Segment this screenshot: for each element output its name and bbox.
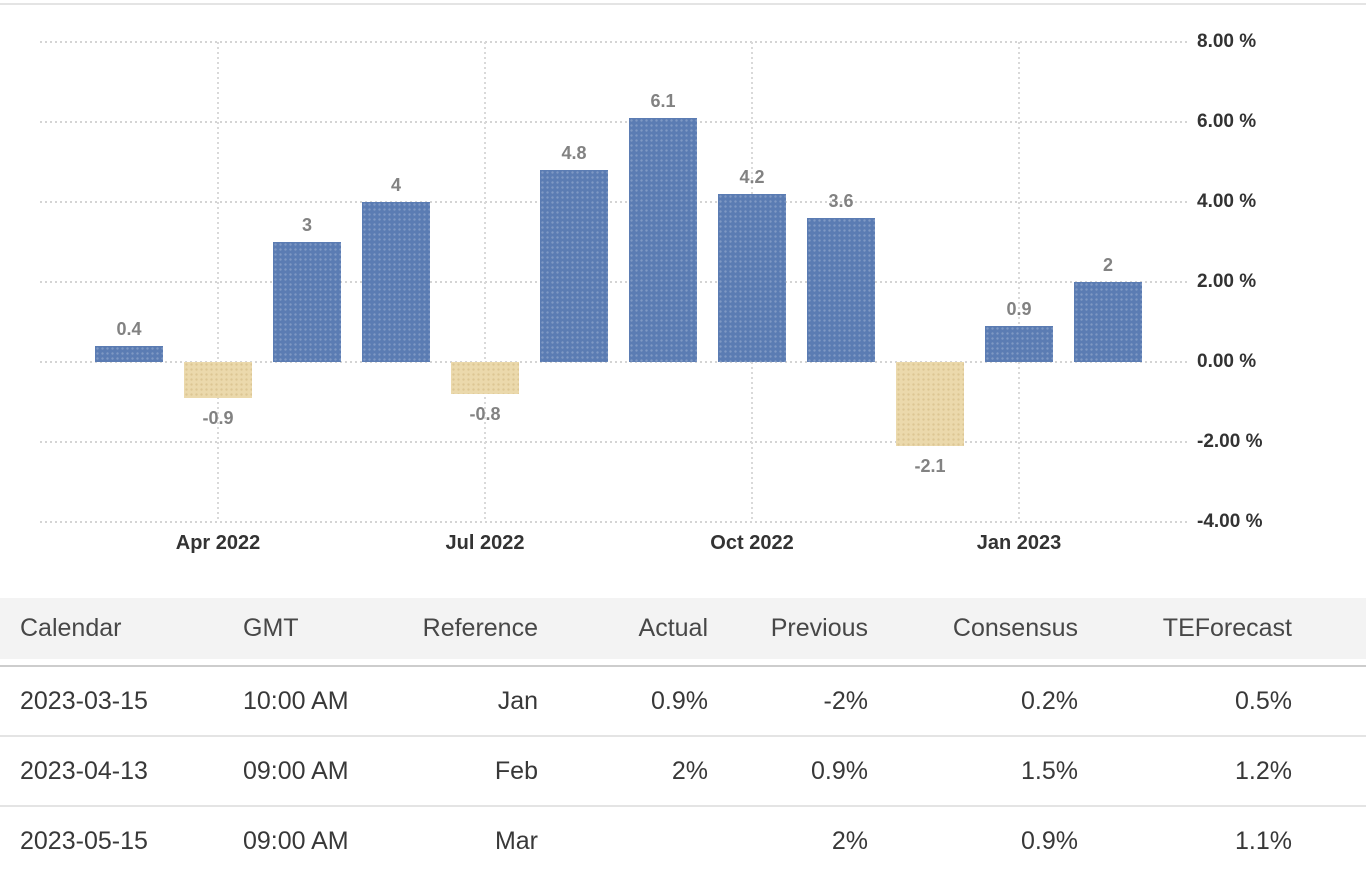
table-cell: 0.9% <box>720 735 880 805</box>
table-cell: 1.2% <box>1090 735 1366 805</box>
table-cell: 2023-05-15 <box>0 805 235 875</box>
table-row: 2023-05-15 09:00 AM Mar 2% 0.9% 1.1% <box>0 805 1366 875</box>
table-cell: 2023-03-15 <box>0 665 235 735</box>
bar-value-label: -0.9 <box>202 408 234 428</box>
bar-value-label: 4 <box>390 175 401 195</box>
y-gridline <box>40 41 1188 43</box>
table-row: 2023-04-13 09:00 AM Feb 2% 0.9% 1.5% 1.2% <box>0 735 1366 805</box>
table-cell <box>550 805 720 875</box>
x-axis-tick-label: Oct 2022 <box>710 532 794 554</box>
y-axis-tick-label: 0.00 % <box>1197 351 1257 372</box>
table-row: 2023-03-15 10:00 AM Jan 0.9% -2% 0.2% 0.5% <box>0 665 1366 735</box>
table-cell: Mar <box>420 805 550 875</box>
y-gridline <box>40 441 1188 443</box>
top-divider <box>0 3 1366 5</box>
y-axis-tick-label: -2.00 % <box>1197 431 1263 452</box>
x-gridline <box>484 42 486 522</box>
table-header-row: Calendar GMT Reference Actual Previous Consen… <box>0 598 1366 665</box>
y-gridline <box>40 281 1188 283</box>
bar-value-label: 4.8 <box>561 143 587 163</box>
x-axis-tick-label: Apr 2022 <box>175 532 261 554</box>
bar-value-label: 3 <box>301 215 312 235</box>
bar[interactable] <box>1074 282 1142 362</box>
table-cell: 2% <box>720 805 880 875</box>
table-cell: 0.9% <box>880 805 1090 875</box>
y-axis-tick-label: -4.00 % <box>1197 511 1263 532</box>
bar-value-label: 4.2 <box>739 167 765 187</box>
bar-value-label: -2.1 <box>914 456 946 476</box>
column-header-reference: Reference <box>420 598 550 665</box>
calendar-table-header: Calendar GMT Reference Actual Previous Consen… <box>0 598 1366 665</box>
table-cell: Feb <box>420 735 550 805</box>
table-cell: 0.5% <box>1090 665 1366 735</box>
column-header-previous: Previous <box>720 598 880 665</box>
bar[interactable] <box>985 326 1053 362</box>
bar-value-label: 6.1 <box>650 91 676 111</box>
x-axis-tick-label: Jul 2022 <box>445 532 525 554</box>
column-header-consensus: Consensus <box>880 598 1090 665</box>
column-header-calendar: Calendar <box>0 598 235 665</box>
bar[interactable] <box>273 242 341 362</box>
y-axis-tick-label: 4.00 % <box>1197 191 1257 212</box>
bar-value-label: 2 <box>1102 255 1113 275</box>
column-header-gmt: GMT <box>235 598 420 665</box>
bar[interactable] <box>718 194 786 362</box>
calendar-table-body: 2023-03-15 10:00 AM Jan 0.9% -2% 0.2% 0.5% 2023… <box>0 665 1366 875</box>
x-axis-tick-label: Jan 2023 <box>976 532 1062 554</box>
table-cell: 09:00 AM <box>235 735 420 805</box>
bar[interactable] <box>896 362 964 446</box>
y-gridline <box>40 121 1188 123</box>
table-cell: 0.2% <box>880 665 1090 735</box>
table-cell: 1.1% <box>1090 805 1366 875</box>
bar[interactable] <box>95 346 163 362</box>
y-axis-tick-label: 2.00 % <box>1197 271 1257 292</box>
column-header-actual: Actual <box>550 598 720 665</box>
bar[interactable] <box>807 218 875 362</box>
bar[interactable] <box>451 362 519 394</box>
calendar-table: Calendar GMT Reference Actual Previous Consen… <box>0 598 1366 875</box>
y-gridline <box>40 521 1188 523</box>
y-gridline <box>40 201 1188 203</box>
x-gridline <box>1018 42 1020 522</box>
bar[interactable] <box>184 362 252 398</box>
table-cell: 09:00 AM <box>235 805 420 875</box>
bar[interactable] <box>362 202 430 362</box>
table-cell: Jan <box>420 665 550 735</box>
table-cell: 2% <box>550 735 720 805</box>
table-cell: 2023-04-13 <box>0 735 235 805</box>
column-header-teforecast: TEForecast <box>1090 598 1366 665</box>
y-axis-tick-label: 8.00 % <box>1197 31 1257 52</box>
table-cell: 10:00 AM <box>235 665 420 735</box>
x-gridline <box>217 42 219 522</box>
y-gridline <box>40 361 1188 363</box>
bar[interactable] <box>540 170 608 362</box>
bar-value-label: -0.8 <box>469 404 501 424</box>
bar-value-label: 0.4 <box>116 319 142 339</box>
bar-value-label: 3.6 <box>828 191 854 211</box>
table-cell: -2% <box>720 665 880 735</box>
bar-value-label: 0.9 <box>1006 299 1032 319</box>
bar-chart: 8.00 % 6.00 % 4.00 % 2.00 % 0.00 % -2.00 % -4.… <box>40 31 1263 554</box>
y-axis-tick-label: 6.00 % <box>1197 111 1257 132</box>
bar[interactable] <box>629 118 697 362</box>
table-cell: 1.5% <box>880 735 1090 805</box>
table-cell: 0.9% <box>550 665 720 735</box>
